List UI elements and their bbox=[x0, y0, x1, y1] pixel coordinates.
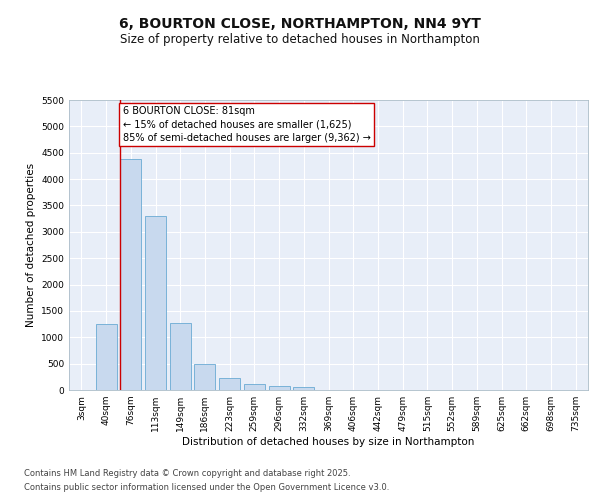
Bar bbox=[120, 159, 141, 390]
Bar bbox=[170, 323, 191, 390]
Text: Contains public sector information licensed under the Open Government Licence v3: Contains public sector information licen… bbox=[24, 484, 389, 492]
Text: 6, BOURTON CLOSE, NORTHAMPTON, NN4 9YT: 6, BOURTON CLOSE, NORTHAMPTON, NN4 9YT bbox=[119, 18, 481, 32]
Bar bbox=[194, 364, 215, 390]
Bar bbox=[269, 386, 290, 390]
Bar bbox=[95, 324, 116, 390]
Bar bbox=[293, 387, 314, 390]
Y-axis label: Number of detached properties: Number of detached properties bbox=[26, 163, 35, 327]
Text: Contains HM Land Registry data © Crown copyright and database right 2025.: Contains HM Land Registry data © Crown c… bbox=[24, 468, 350, 477]
Text: 6 BOURTON CLOSE: 81sqm
← 15% of detached houses are smaller (1,625)
85% of semi-: 6 BOURTON CLOSE: 81sqm ← 15% of detached… bbox=[123, 106, 371, 142]
Text: Size of property relative to detached houses in Northampton: Size of property relative to detached ho… bbox=[120, 32, 480, 46]
Bar bbox=[244, 384, 265, 390]
Bar bbox=[145, 216, 166, 390]
X-axis label: Distribution of detached houses by size in Northampton: Distribution of detached houses by size … bbox=[182, 437, 475, 447]
Bar bbox=[219, 378, 240, 390]
